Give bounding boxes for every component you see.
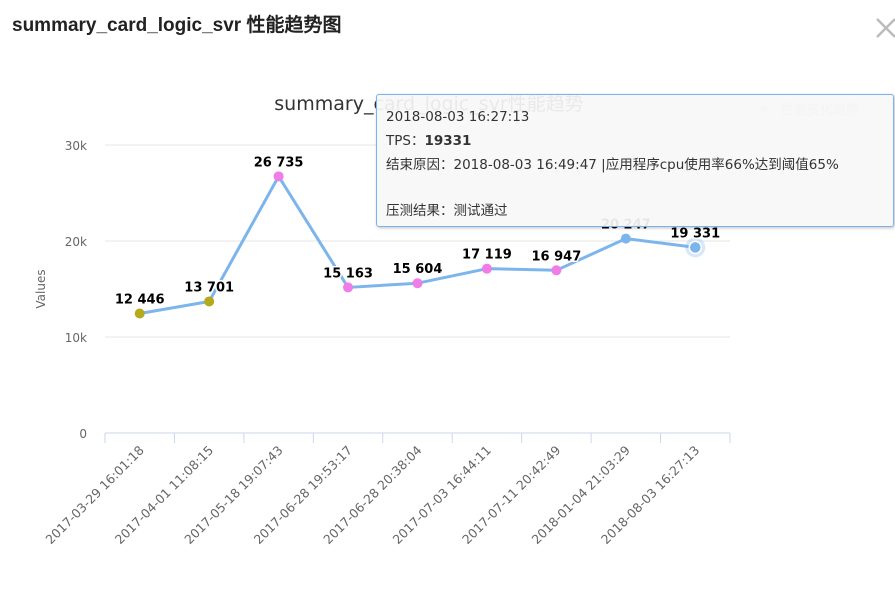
data-point [134, 308, 145, 319]
data-label: 26 735 [254, 155, 304, 170]
data-point [204, 296, 215, 307]
tooltip-end-reason: 结束原因：2018-08-03 16:49:47 |应用程序cpu使用率66%达… [386, 157, 839, 173]
tooltip-date: 2018-08-03 16:27:13 [386, 109, 530, 125]
tooltip-tps-label: TPS： [386, 133, 425, 149]
data-label: 15 604 [393, 262, 443, 277]
close-icon[interactable] [868, 10, 895, 44]
data-point [481, 263, 492, 274]
data-point [688, 240, 703, 255]
data-label: 15 163 [323, 266, 373, 281]
y-tick-label: 10k [65, 331, 87, 345]
data-point [273, 171, 284, 182]
data-label: 19 331 [670, 226, 720, 241]
data-label: 13 701 [184, 280, 234, 295]
data-point [343, 282, 354, 293]
y-tick-label: 30k [65, 139, 87, 153]
dialog-title: summary_card_logic_svr 性能趋势图 [12, 15, 342, 36]
y-tick-label: 0 [79, 427, 87, 441]
y-axis-title: Values [34, 269, 48, 308]
tooltip-tps: TPS：19331 [386, 129, 893, 153]
data-label: 17 119 [462, 248, 512, 263]
tooltip-result: 压测结果：测试通过 [386, 203, 508, 219]
tooltip-tps-value: 19331 [424, 133, 472, 149]
data-label: 12 446 [115, 293, 165, 308]
data-point [551, 265, 562, 276]
y-tick-label: 20k [65, 235, 87, 249]
chart-tooltip: 2018-08-03 16:27:13 TPS：19331 结束原因：2018-… [376, 94, 894, 227]
data-label: 16 947 [532, 249, 582, 264]
data-point [620, 233, 631, 244]
data-point [412, 278, 423, 289]
